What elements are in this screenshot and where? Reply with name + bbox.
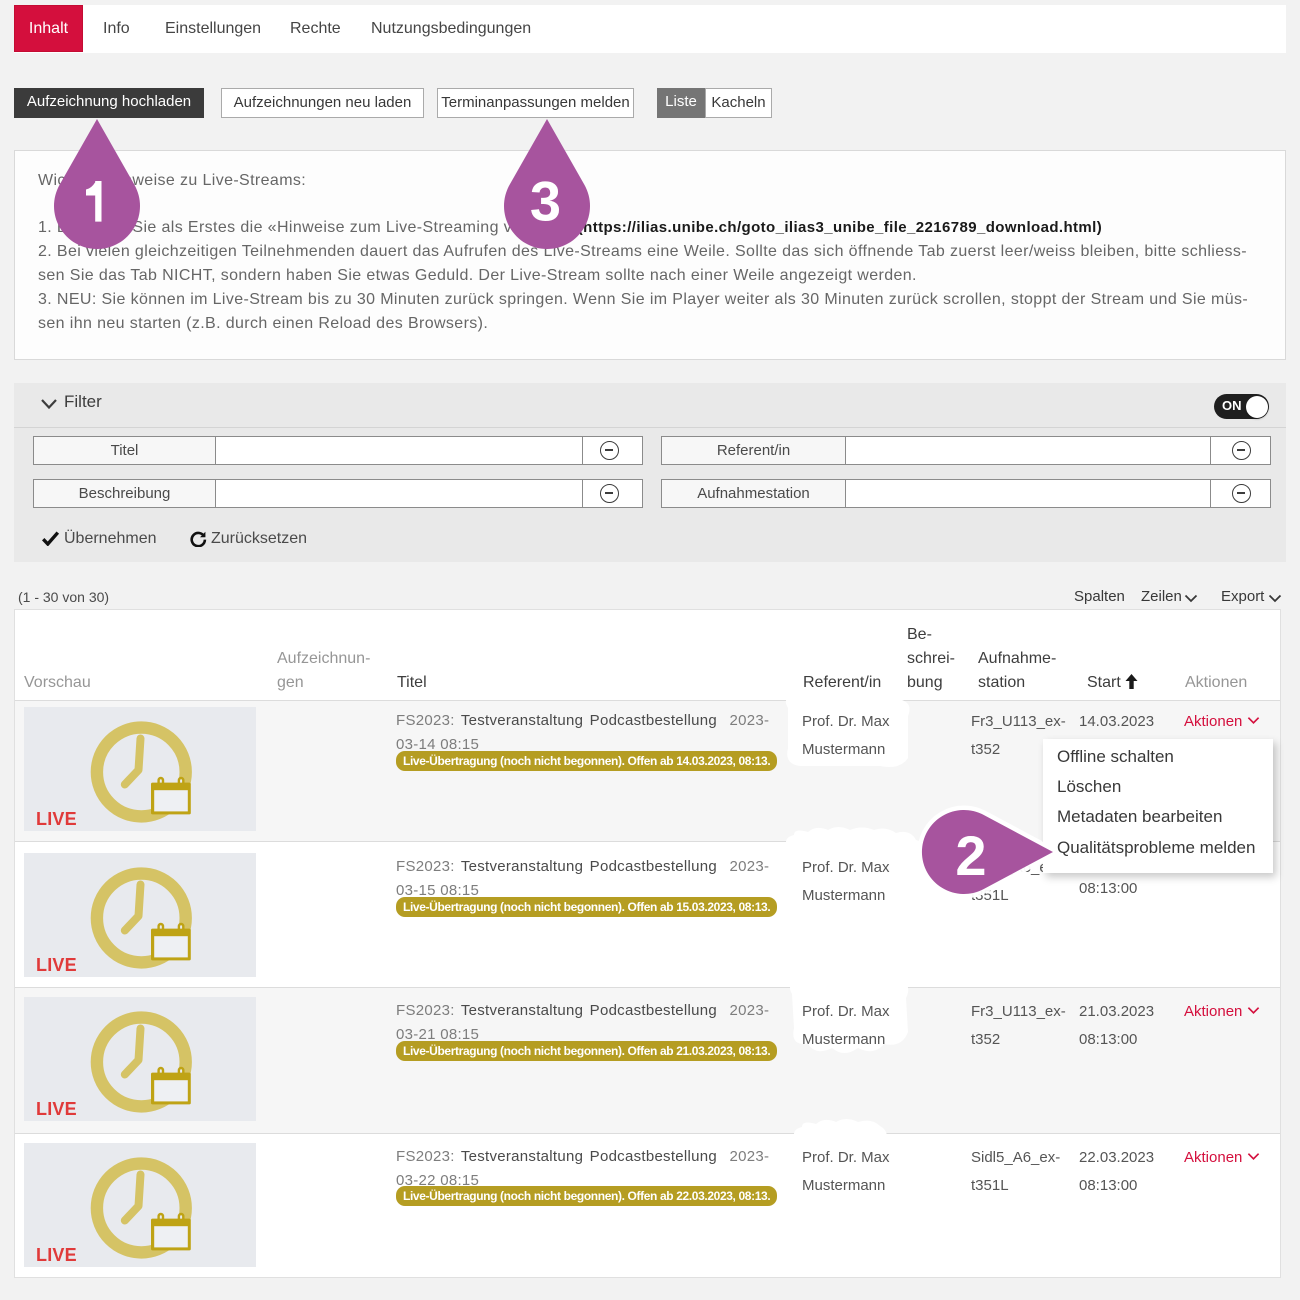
svg-text:2: 2 <box>955 824 986 887</box>
svg-text:3: 3 <box>530 170 561 233</box>
